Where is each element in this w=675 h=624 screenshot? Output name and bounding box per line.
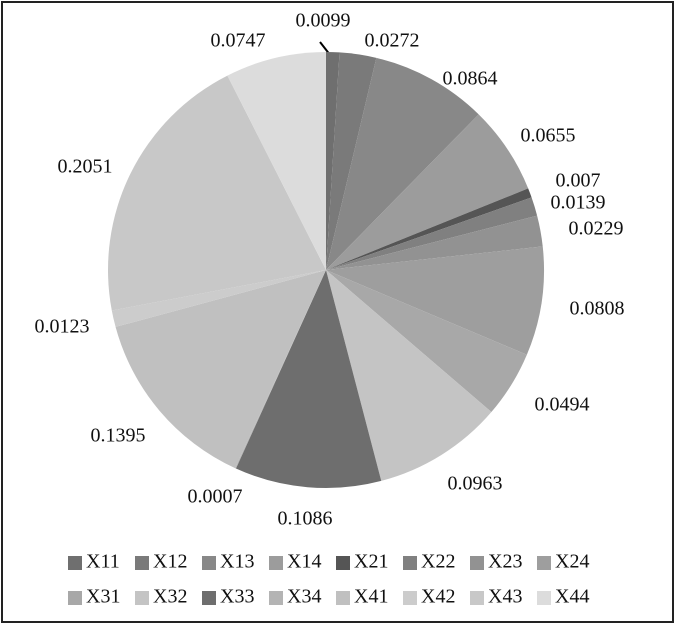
legend-label: X13 [220, 551, 254, 573]
data-label: 0.0963 [448, 473, 503, 495]
legend-swatch [537, 591, 551, 605]
legend-label: X33 [220, 586, 254, 608]
legend-label: X23 [488, 551, 522, 573]
legend-label: X43 [488, 586, 522, 608]
legend-swatch [135, 591, 149, 605]
pie-slice [326, 215, 543, 270]
data-label: 0.0272 [365, 30, 420, 52]
legend-label: X21 [354, 551, 388, 573]
legend-label: X11 [86, 551, 120, 573]
pie-slice [227, 52, 326, 270]
data-label: 0.0655 [521, 125, 576, 147]
legend-swatch [269, 556, 283, 570]
data-label: 0.0864 [443, 68, 498, 90]
pie-slice [326, 57, 479, 271]
data-label: 0.1086 [278, 508, 333, 530]
legend-label: X32 [153, 586, 187, 608]
legend-swatch [470, 591, 484, 605]
legend-swatch [336, 591, 350, 605]
pie-slice [326, 114, 529, 270]
pie-slice [326, 270, 527, 413]
legend-swatch [135, 556, 149, 570]
legend-swatch [269, 591, 283, 605]
legend-swatch [68, 591, 82, 605]
data-label: 0.0747 [211, 30, 266, 52]
legend-swatch [403, 591, 417, 605]
data-label: 0.0123 [35, 316, 90, 338]
legend-swatch [470, 556, 484, 570]
data-label: 0.2051 [58, 156, 113, 178]
pie-slice [111, 270, 327, 327]
data-label: 0.0808 [570, 298, 625, 320]
data-label: 0.0007 [188, 486, 243, 508]
legend-label: X14 [287, 551, 321, 573]
pie-slice [326, 52, 377, 270]
data-label: 0.0099 [296, 10, 351, 32]
legend-swatch [202, 556, 216, 570]
pie-slice [326, 188, 532, 270]
legend-swatch [202, 591, 216, 605]
data-label: 0.0229 [569, 218, 624, 240]
legend-label: X34 [287, 586, 321, 608]
legend-swatch [403, 556, 417, 570]
legend-swatch [537, 556, 551, 570]
legend-swatch [68, 556, 82, 570]
legend-label: X12 [153, 551, 187, 573]
legend-swatch [336, 556, 350, 570]
data-label: 0.0139 [551, 192, 606, 214]
legend-label: X31 [86, 586, 120, 608]
pie-slice [115, 270, 326, 469]
pie-slice [326, 270, 492, 481]
data-label: 0.0494 [535, 394, 590, 416]
pie-slice [108, 75, 326, 311]
pie-slice [235, 270, 326, 469]
pie-slice [235, 270, 382, 489]
data-label: 0.007 [556, 170, 601, 192]
pie-slice [326, 246, 544, 355]
pie-slice [326, 197, 538, 270]
legend-label: X22 [421, 551, 455, 573]
data-label: 0.1395 [91, 425, 146, 447]
legend-label: X24 [555, 551, 589, 573]
pie-slice [326, 52, 340, 270]
legend-label: X41 [354, 586, 388, 608]
legend-label: X44 [555, 586, 589, 608]
legend-label: X42 [421, 586, 455, 608]
